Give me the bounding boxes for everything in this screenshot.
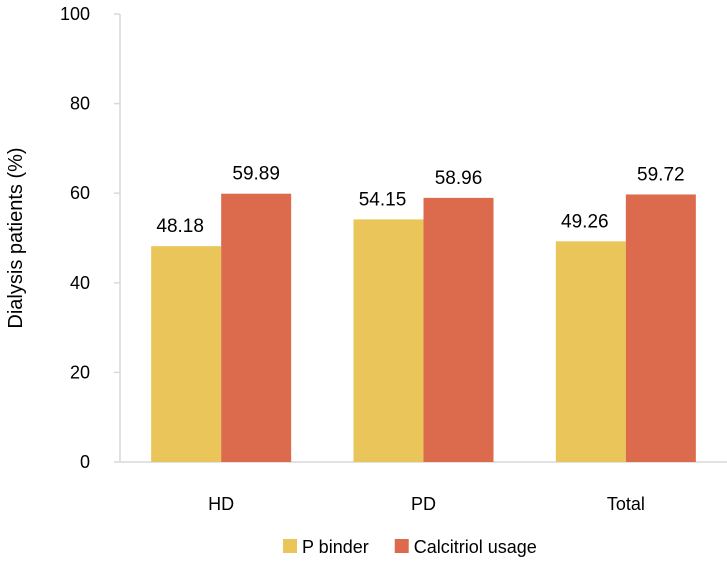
data-label: 54.15: [359, 189, 407, 210]
y-tick-label: 60: [70, 183, 90, 203]
legend: P binder Calcitriol usage: [283, 537, 537, 557]
y-tick-label: 0: [80, 452, 90, 472]
legend-label: Calcitriol usage: [414, 537, 537, 557]
data-labels-group: 48.18 59.89 54.15 58.96 49.26 59.72: [156, 164, 684, 237]
bars-group: [151, 193, 696, 463]
x-category-label: Total: [607, 494, 645, 514]
legend-swatch: [394, 539, 409, 553]
y-axis-ticks: 0 20 40 60 80 100: [60, 4, 120, 472]
y-axis-title: Dialysis patients (%): [5, 147, 27, 328]
bar-calcitriol-usage: [625, 194, 696, 462]
data-label: 58.96: [435, 168, 483, 189]
bar-calcitriol-usage: [221, 193, 292, 462]
data-label: 59.72: [637, 164, 685, 185]
x-category-label: PD: [411, 494, 436, 514]
bar-calcitriol-usage: [423, 197, 494, 463]
y-tick-label: 100: [60, 4, 90, 24]
bar-p-binder: [353, 219, 424, 462]
bar-p-binder: [151, 246, 222, 462]
legend-label: P binder: [302, 537, 369, 557]
y-tick-label: 20: [70, 362, 90, 382]
legend-swatch: [283, 539, 297, 553]
bar-p-binder: [555, 241, 626, 462]
y-tick-label: 40: [70, 273, 90, 293]
x-category-label: HD: [208, 494, 234, 514]
data-label: 49.26: [561, 211, 609, 232]
data-label: 59.89: [232, 164, 280, 185]
y-tick-label: 80: [70, 94, 90, 114]
data-label: 48.18: [156, 216, 204, 237]
x-axis-labels: HD PD Total: [208, 494, 645, 514]
